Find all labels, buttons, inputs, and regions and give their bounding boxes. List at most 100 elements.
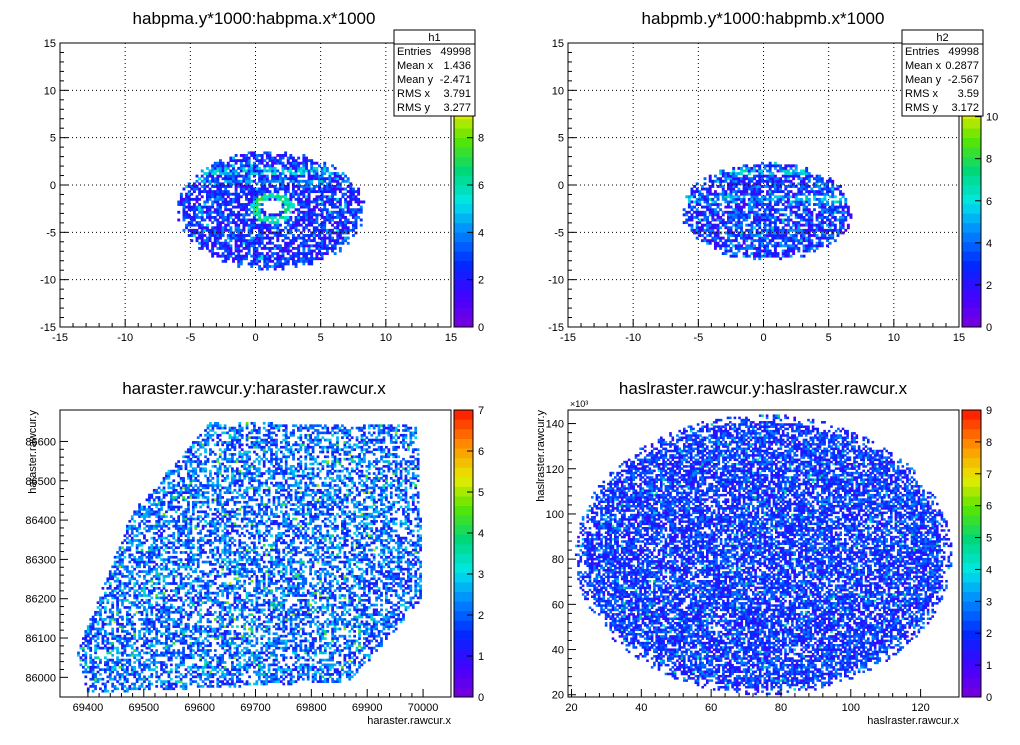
heatmap-cell [242,257,245,260]
heatmap-cell [229,180,232,183]
heatmap-cell [163,515,166,518]
heatmap-cell [182,647,185,650]
heatmap-cell [196,206,199,209]
heatmap-cell [182,582,185,585]
heatmap-cell [758,203,761,206]
heatmap-cell [242,229,245,232]
heatmap-cell [769,221,772,224]
heatmap-cell [119,683,122,686]
heatmap-cell [131,537,134,540]
heatmap-cell [735,175,738,178]
heatmap-cell [829,224,832,227]
heatmap-cell [771,234,774,237]
heatmap-cell [683,213,686,216]
heatmap-cell [104,690,107,693]
heatmap-cell [271,159,274,162]
heatmap-cell [696,200,699,203]
heatmap-cell [148,498,151,501]
heatmap-cell [323,190,326,193]
heatmap-cell [336,198,339,201]
heatmap-cell [810,219,813,222]
heatmap-cell [758,188,761,191]
heatmap-cell [756,252,759,255]
heatmap-cell [779,167,782,170]
heatmap-cell [124,587,127,590]
heatmap-cell [180,623,183,626]
heatmap-cell [92,623,95,626]
heatmap-cell [111,678,114,681]
heatmap-cell [271,193,274,196]
heatmap-cell [271,167,274,170]
heatmap-cell [245,172,248,175]
heatmap-cell [232,221,235,224]
heatmap-cell [203,242,206,245]
heatmap-cell [235,257,238,260]
heatmap-cell [279,157,282,160]
heatmap-cell [153,654,156,657]
heatmap-cell [143,508,146,511]
heatmap-cell [750,237,753,240]
heatmap-cell [766,170,769,173]
heatmap-cell [727,188,730,191]
heatmap-cell [235,255,238,258]
heatmap-cell [111,668,114,671]
heatmap-cell [305,159,308,162]
heatmap-cell [328,175,331,178]
heatmap-cell [240,170,243,173]
heatmap-cell [163,642,166,645]
heatmap-cell [737,211,740,214]
color-scale-segment [962,166,981,176]
heatmap-cell [302,203,305,206]
heatmap-cell [797,224,800,227]
heatmap-cell [292,260,295,263]
heatmap-cell [339,208,342,211]
heatmap-cell [308,252,311,255]
heatmap-cell [209,213,212,216]
color-scale-label: 6 [478,180,484,192]
heatmap-cell [211,164,214,167]
heatmap-cell [163,530,166,533]
heatmap-cell [295,229,298,232]
heatmap-cell [99,604,102,607]
heatmap-cell [119,570,122,573]
heatmap-cell [839,190,842,193]
heatmap-cell [847,211,850,214]
heatmap-cell [305,190,308,193]
heatmap-cell [834,216,837,219]
heatmap-cell [232,234,235,237]
heatmap-cell [722,211,725,214]
heatmap-cell [148,604,151,607]
heatmap-cell [177,589,180,592]
heatmap-cell [209,193,212,196]
heatmap-cell [774,164,777,167]
heatmap-cell [180,580,183,583]
heatmap-cell [163,496,166,499]
heatmap-cell [730,172,733,175]
heatmap-cell [842,221,845,224]
heatmap-cell [143,554,146,557]
heatmap-cell [279,154,282,157]
heatmap-cell [355,190,358,193]
stats-label: Entries [397,46,432,58]
heatmap-cell [153,554,156,557]
heatmap-cell [160,616,163,619]
heatmap-cell [155,671,158,674]
heatmap-cell [214,208,217,211]
heatmap-cell [782,167,785,170]
heatmap-cell [706,224,709,227]
heatmap-cell [282,172,285,175]
heatmap-cell [148,659,151,662]
heatmap-cell [339,216,342,219]
heatmap-cell [688,224,691,227]
heatmap-cell [355,213,358,216]
heatmap-cell [777,242,780,245]
heatmap-cell [92,635,95,638]
heatmap-cell [232,219,235,222]
heatmap-cell [302,244,305,247]
heatmap-cell [300,162,303,165]
heatmap-cell [165,654,168,657]
heatmap-cell [745,229,748,232]
heatmap-cell [160,632,163,635]
heatmap-cell [823,237,826,240]
